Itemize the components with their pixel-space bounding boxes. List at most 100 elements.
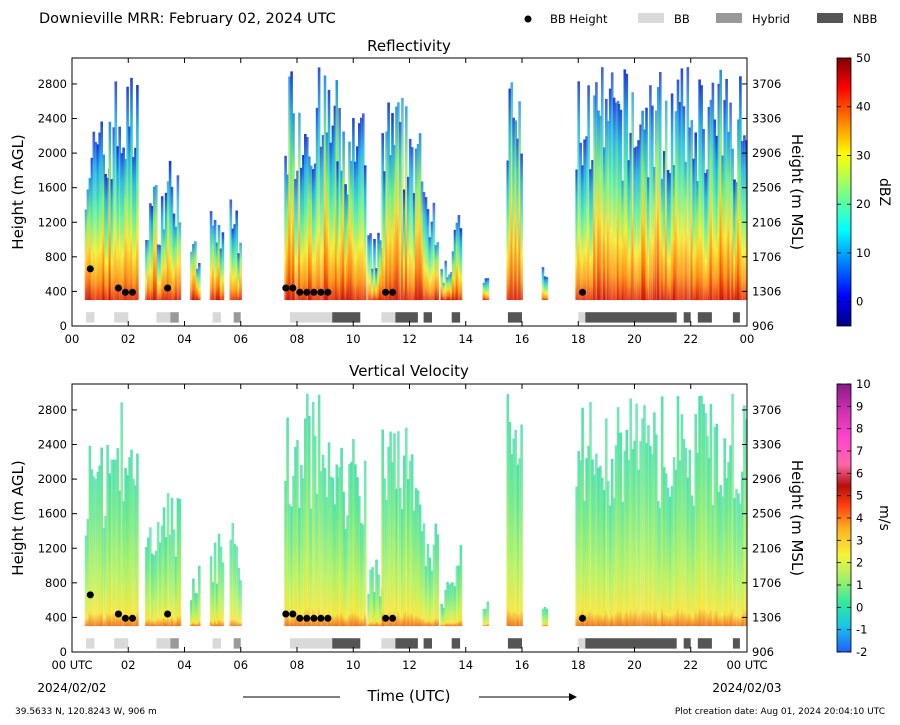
bb-type-segment [233,312,241,323]
x-tick-label: 06 [233,332,248,346]
colorbar-tick-label: 10 [856,377,871,391]
bb-height-point [382,614,390,622]
y-tick-label: 0 [60,319,67,333]
bb-type-segment [697,638,712,649]
y-tick-label-right: 3306 [752,112,781,126]
bb-type-segment [156,638,171,649]
bb-height-point [324,614,332,622]
x-tick-label: 12 [402,658,417,672]
y-tick-label-right: 2506 [752,507,781,521]
y-tick-label-right: 2906 [752,472,781,486]
bb-type-segment [683,312,691,323]
y-tick-label: 400 [45,284,67,298]
bb-height-point [86,591,94,599]
colorbar-tick-label: 6 [856,466,863,480]
bb-type-segment [697,312,712,323]
y-axis-label-right: Height (m MSL) [788,460,806,576]
reflectivity-field [84,67,748,301]
colorbar-tick-label: -1 [856,623,867,637]
bb-height-point [114,284,122,292]
bb-height-point [86,265,94,273]
bb-type-segment [381,638,396,649]
x-tick-label: 16 [515,332,530,346]
legend-swatch-hybrid [716,13,742,23]
bb-height-point [296,288,304,296]
bb-height-point [310,288,318,296]
y-tick-label: 2400 [38,112,67,126]
bb-type-segment [332,312,361,323]
bb-type-segment [683,638,691,649]
y-tick-label-right: 3306 [752,438,781,452]
x-tick-label: 12 [402,332,417,346]
y-tick-label: 2000 [38,472,67,486]
colorbar-tick-label: 0 [856,295,863,309]
bb-type-segment [578,638,586,649]
y-tick-label: 2400 [38,438,67,452]
x-tick-label: 10 [346,332,361,346]
bb-height-point [389,614,397,622]
bb-type-segment [170,312,179,323]
bb-type-segment [381,312,396,323]
y-tick-label: 800 [45,250,67,264]
colorbar [836,57,852,327]
x-tick-label: 14 [458,332,473,346]
legend-label: NBB [853,12,877,26]
x-tick-label: 22 [683,332,698,346]
y-tick-label: 2800 [38,403,67,417]
x-tick-label: 04 [177,332,192,346]
y-tick-label-right: 1306 [752,610,781,624]
bb-height-point [317,288,325,296]
bb-type-segment [156,312,171,323]
figure-title: Downieville MRR: February 02, 2024 UTC [39,11,336,27]
colorbar-label: m/s [876,505,892,531]
y-tick-label-right: 3706 [752,403,781,417]
y-axis-label: Height (m AGL) [9,134,27,249]
colorbar-ticks: 0 10 20 30 40 50 [837,51,871,309]
x-tick-label: 14 [458,658,473,672]
y-tick-label: 400 [45,610,67,624]
bb-type-segment [732,312,740,323]
bb-type-segment [332,638,361,649]
y-tick-label-right: 2106 [752,215,781,229]
colorbar-tick-label: 1 [856,578,863,592]
x-tick-label: 02 [121,658,136,672]
colorbar-tick-label: 8 [856,422,863,436]
x-tick-label: 00 [65,332,80,346]
colorbar-tick-label: 40 [856,100,871,114]
end-date-label: 2024/02/03 [712,681,781,695]
y-tick-label-right: 3706 [752,77,781,91]
bb-height-point [164,610,172,618]
colorbar-tick-label: 30 [856,148,871,162]
y-axis-label-right: Height (m MSL) [788,134,806,250]
bright-band-marks [86,265,740,323]
bb-type-segment [507,312,522,323]
y-tick-label-right: 2506 [752,181,781,195]
legend-label: BB [674,12,690,26]
bb-type-segment [212,638,221,649]
bb-type-segment [732,638,740,649]
y-tick-label: 0 [60,645,67,659]
bb-type-segment [423,638,432,649]
bb-type-segment [585,312,677,323]
bb-height-point [382,288,390,296]
x-tick-label: 20 [627,658,642,672]
bb-type-segment [423,312,432,323]
colorbar-tick-label: 20 [856,197,871,211]
time-arrow-head-icon [569,693,577,701]
colorbar-tick-label: -2 [856,645,867,659]
legend-swatch-nbb [817,13,843,23]
bb-type-segment [451,312,461,323]
colorbar-tick-label: 9 [856,399,863,413]
bb-height-point [289,284,297,292]
y-tick-label-right: 1706 [752,576,781,590]
y-tick-label-right: 1306 [752,284,781,298]
bb-type-segment [233,638,241,649]
bb-type-segment [86,638,95,649]
bb-height-point [282,284,290,292]
x-tick-label: 16 [515,658,530,672]
x-tick-label: 00 [740,332,755,346]
